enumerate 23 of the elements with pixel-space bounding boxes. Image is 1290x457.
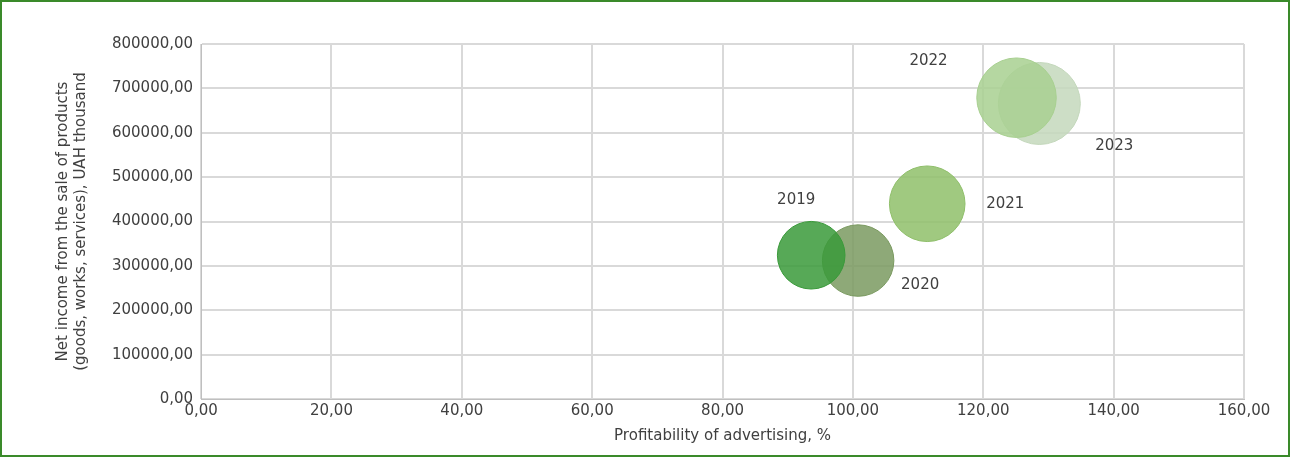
series-label: 2021 bbox=[986, 193, 1025, 212]
series-label: 2023 bbox=[1095, 136, 1134, 155]
x-tick-label: 100,00 bbox=[826, 400, 880, 419]
y-tick-label: 400000,00 bbox=[111, 211, 194, 230]
y-tick-label: 500000,00 bbox=[111, 167, 194, 186]
x-tick-label: 80,00 bbox=[701, 400, 745, 419]
x-tick-label: 20,00 bbox=[310, 400, 353, 419]
y-tick-label: 600000,00 bbox=[111, 122, 194, 141]
y-tick-label: 200000,00 bbox=[111, 300, 194, 319]
y-tick-label: 700000,00 bbox=[111, 78, 194, 97]
x-tick-label: 120,00 bbox=[957, 400, 1010, 419]
y-axis-title: Net income from the sale of products (goods, works, services), UAH thousand bbox=[52, 72, 89, 371]
x-tick-label: 60,00 bbox=[570, 400, 614, 419]
y-tick-label: 100000,00 bbox=[111, 344, 194, 363]
x-tick-label: 40,00 bbox=[440, 400, 484, 419]
x-axis-title: Profitability of advertising, % bbox=[614, 425, 832, 444]
y-tick-label: 300000,00 bbox=[111, 255, 194, 274]
series-label: 2019 bbox=[777, 190, 816, 209]
x-tick-label: 160,00 bbox=[1217, 400, 1271, 419]
text: 2022 bbox=[909, 50, 948, 69]
y-tick-label: 800000,00 bbox=[111, 33, 194, 52]
series-label: 2020 bbox=[901, 275, 940, 294]
x-tick-label: 140,00 bbox=[1087, 400, 1140, 419]
